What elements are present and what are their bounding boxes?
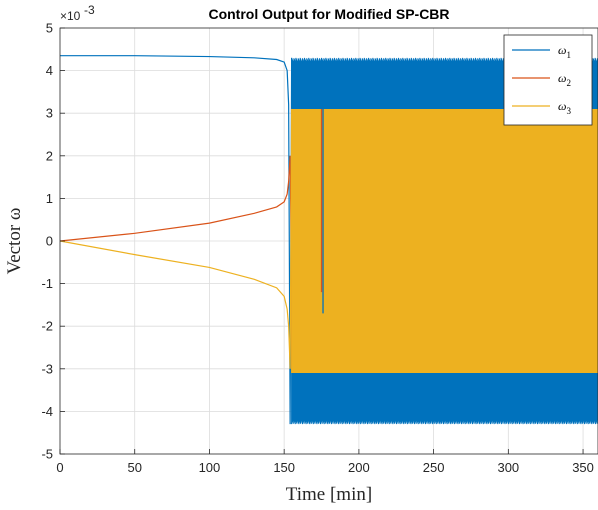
y-tick-label: -3 <box>41 361 53 376</box>
legend-box <box>503 34 593 126</box>
y-tick-label: -2 <box>41 319 53 334</box>
legend-label-2: ω2 <box>558 71 571 88</box>
series-oscillation-3 <box>291 108 598 374</box>
x-tick-label: 350 <box>572 460 594 475</box>
x-tick-label: 50 <box>127 460 141 475</box>
y-tick-label: 3 <box>46 106 53 121</box>
x-tick-label: 250 <box>423 460 445 475</box>
chart-title: Control Output for Modified SP-CBR <box>208 6 449 22</box>
y-axis-ticks: -5 -4 -3 -2 -1 0 1 2 3 4 5 <box>41 21 65 462</box>
y-tick-label: 2 <box>46 148 53 163</box>
x-tick-label: 150 <box>273 460 295 475</box>
legend: ω1 ω2 ω3 <box>503 34 593 126</box>
legend-label-3: ω3 <box>558 99 571 116</box>
series-line-1 <box>60 55 293 425</box>
series-line-2 <box>60 155 293 293</box>
x-tick-label: 200 <box>348 460 370 475</box>
y-axis-label: Vector ω <box>4 208 25 275</box>
y-tick-label: -1 <box>41 276 53 291</box>
y-tick-label: 5 <box>46 21 53 36</box>
x-axis-ticks: 0 50 100 150 200 250 300 350 <box>56 449 594 475</box>
series-line-3 <box>60 108 293 369</box>
y-tick-label: 4 <box>46 63 53 78</box>
series-layer <box>60 55 598 425</box>
x-axis-label: Time [min] <box>286 484 372 505</box>
y-tick-label: 1 <box>46 191 53 206</box>
legend-label-1: ω1 <box>558 43 571 60</box>
y-tick-label: 0 <box>46 234 53 249</box>
y-exponent-base: ×10 <box>60 9 81 23</box>
x-tick-label: 0 <box>56 460 63 475</box>
x-tick-label: 100 <box>199 460 221 475</box>
y-tick-label: -4 <box>41 404 53 419</box>
y-tick-label: -5 <box>41 447 53 462</box>
x-tick-label: 300 <box>497 460 519 475</box>
y-exponent-power: -3 <box>84 3 95 17</box>
series-3 <box>60 108 598 374</box>
